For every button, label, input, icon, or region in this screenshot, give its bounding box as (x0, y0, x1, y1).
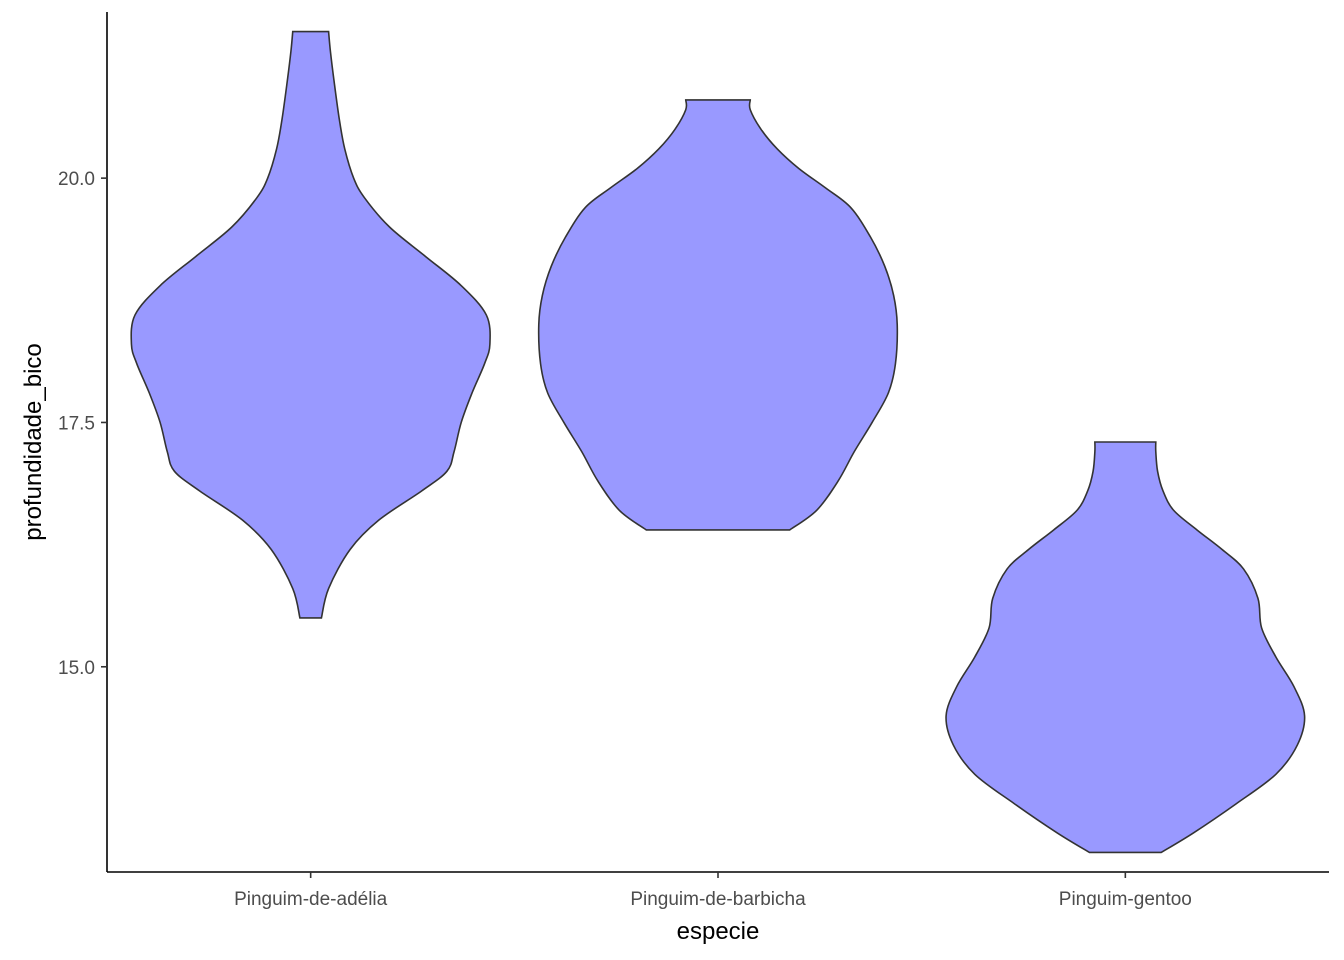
violin-pinguim-gentoo (945, 441, 1306, 854)
x-ticks-group: Pinguim-de-adélia Pinguim-de-barbicha Ping… (234, 872, 1192, 910)
violins-group (130, 30, 1306, 854)
x-axis-title: especie (677, 918, 760, 945)
violin-pinguim-de-barbicha (537, 99, 899, 531)
x-tick-label: Pinguim-de-barbicha (630, 889, 806, 910)
y-tick-label: 20.0 (58, 169, 95, 190)
violin-pinguim-de-adelia (130, 30, 491, 619)
x-tick-label: Pinguim-gentoo (1059, 889, 1192, 910)
y-tick-label: 17.5 (58, 413, 95, 434)
y-tick-label: 15.0 (58, 658, 95, 679)
y-ticks-group: 15.0 17.5 20.0 (58, 169, 107, 679)
y-axis-title: profundidade_bico (20, 343, 47, 541)
x-tick-label: Pinguim-de-adélia (234, 889, 388, 910)
